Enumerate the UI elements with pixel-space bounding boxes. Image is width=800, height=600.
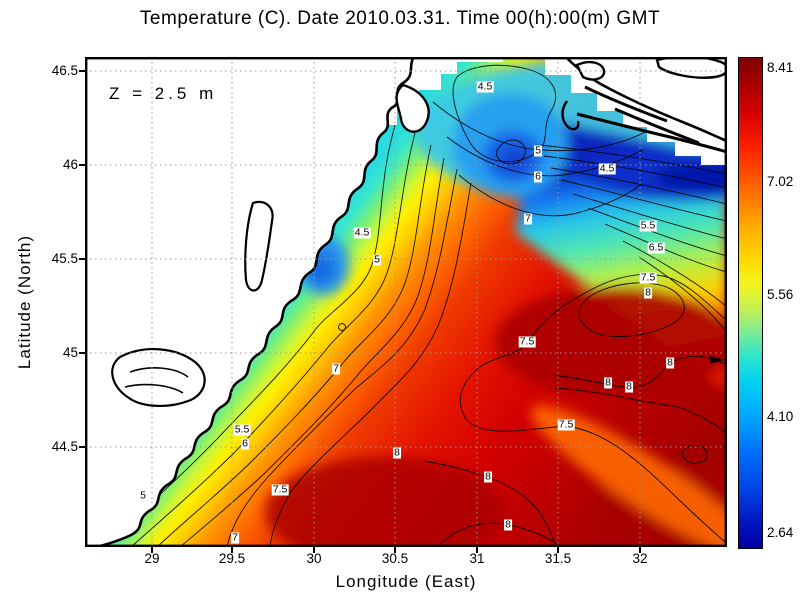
contour-label: 4.5: [476, 80, 494, 93]
coastline-west: [96, 57, 415, 547]
x-tick-label: 30.5: [381, 551, 409, 566]
x-tick-label: 31.5: [544, 551, 572, 566]
tick-mark: [79, 164, 85, 166]
plot-frame: [85, 57, 727, 547]
colorbar-label: 8.41: [767, 60, 794, 75]
map-plot-area: Z = 2.5 m 4.5 5 6 4.5 5.5 6.5 7 4.5 5 7.…: [85, 57, 727, 547]
tick-mark: [476, 547, 478, 553]
contour-label: 8: [666, 356, 674, 369]
contour-label: 8: [625, 380, 633, 393]
y-tick-label: 45.5: [51, 251, 78, 266]
colorbar-label: 5.56: [767, 287, 794, 302]
tick-mark: [151, 547, 153, 553]
x-tick-label: 31: [469, 551, 485, 566]
contour-label: 5.5: [639, 219, 657, 232]
contour-label: 5: [373, 253, 381, 266]
contour-label: 7: [231, 531, 239, 544]
tick-mark: [313, 547, 315, 553]
tick-mark: [79, 446, 85, 448]
contour-label: 7.5: [271, 483, 289, 496]
colorbar: [738, 57, 763, 549]
x-tick-label: 29: [144, 551, 160, 566]
colorbar-label: 2.64: [767, 525, 794, 540]
temperature-field-map: [85, 57, 727, 547]
tick-mark: [231, 547, 233, 553]
contour-label: 8: [504, 518, 512, 531]
colorbar-label: 7.02: [767, 174, 794, 189]
contour-lines: [106, 64, 727, 547]
x-tick-label: 32: [632, 551, 648, 566]
y-tick-label: 46: [62, 157, 78, 172]
x-axis-label: Longitude (East): [335, 572, 477, 591]
y-tick-label: 44.5: [51, 439, 78, 454]
contour-label: 4.5: [598, 162, 616, 175]
contour-label: 8: [644, 286, 652, 299]
colorbar-label: 4.10: [767, 409, 794, 424]
contour-label: 6: [241, 437, 249, 450]
grid-lines: [85, 57, 727, 547]
contour-label: 7.5: [557, 418, 575, 431]
y-tick-label: 45: [62, 345, 78, 360]
contour-label: 5: [534, 144, 542, 157]
contour-label: 6.5: [647, 241, 665, 254]
tick-mark: [394, 547, 396, 553]
x-tick-label: 29.5: [218, 551, 246, 566]
contour-label: 7.5: [518, 335, 536, 348]
contour-label: 8: [484, 470, 492, 483]
tick-mark: [557, 547, 559, 553]
tick-mark: [639, 547, 641, 553]
peninsula-hook: [395, 83, 430, 133]
contour-label: 7.5: [639, 271, 657, 284]
page-title: Temperature (C). Date 2010.03.31. Time 0…: [139, 8, 661, 29]
contour-label: 5.5: [233, 423, 251, 436]
contour-label: 7: [332, 362, 340, 375]
contour-label: 6: [534, 170, 542, 183]
contour-label: 5: [139, 489, 147, 502]
contour-label: 8: [393, 446, 401, 459]
tick-mark: [79, 352, 85, 354]
warm-core: [495, 287, 727, 397]
warm-tongue: [530, 405, 727, 547]
x-tick-label: 30: [306, 551, 322, 566]
tick-mark: [79, 70, 85, 72]
tick-mark: [79, 258, 85, 260]
contour-label: 4.5: [353, 226, 371, 239]
land-west: [85, 57, 430, 547]
contour-label: 7: [524, 212, 532, 225]
estuary-lake: [244, 200, 274, 292]
y-tick-label: 46.5: [51, 63, 78, 78]
depth-annotation: Z = 2.5 m: [109, 84, 218, 103]
contour-label: 8: [604, 376, 612, 389]
